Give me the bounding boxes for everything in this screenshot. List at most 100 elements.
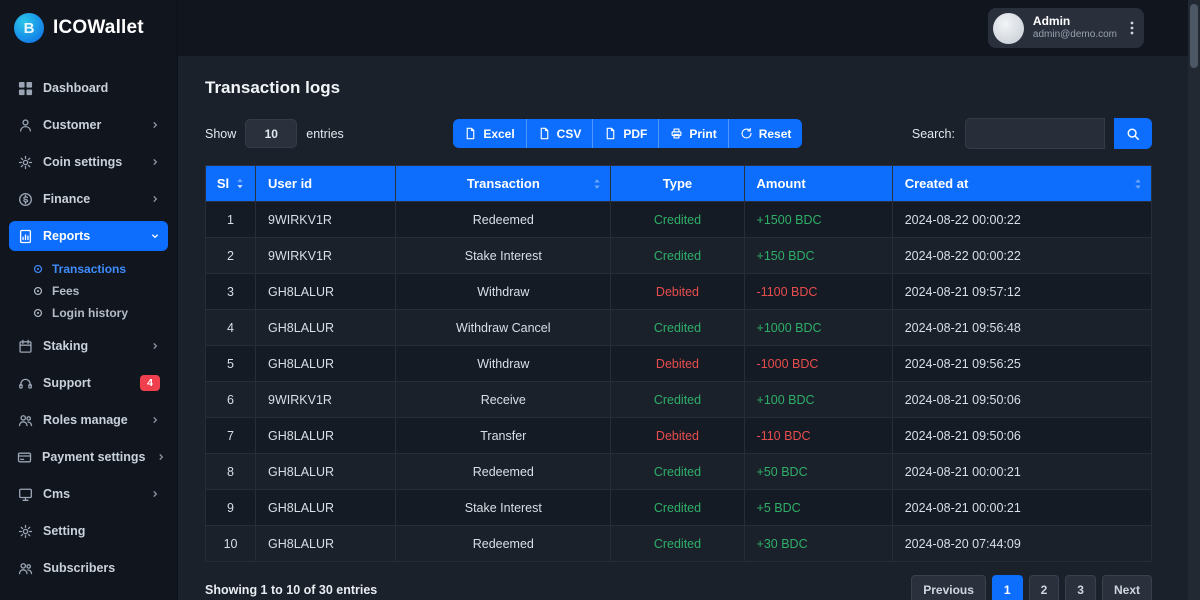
sidebar-item-label: Setting	[43, 524, 85, 538]
entries-label: entries	[306, 127, 344, 141]
avatar	[993, 13, 1024, 44]
sidebar-item-setting[interactable]: Setting	[9, 516, 168, 546]
cell-amount: +150 BDC	[744, 238, 892, 274]
header-transaction[interactable]: Transaction	[396, 166, 611, 202]
cell-transaction: Stake Interest	[396, 238, 611, 274]
sidebar-item-cms[interactable]: Cms	[9, 479, 168, 509]
cell-user-id: GH8LALUR	[256, 274, 396, 310]
header-sl[interactable]: Sl	[206, 166, 256, 202]
sidebar-subitem-transactions[interactable]: Transactions	[32, 258, 177, 280]
user-menu[interactable]: Admin admin@demo.com	[988, 8, 1144, 48]
sidebar: B ICOWallet Dashboard Customer Coin sett…	[0, 0, 178, 600]
sidebar-item-reports[interactable]: Reports	[9, 221, 168, 251]
cell-amount: +1500 BDC	[744, 202, 892, 238]
cell-type: Credited	[611, 238, 744, 274]
excel-file-icon	[464, 127, 477, 140]
csv-file-icon	[538, 127, 551, 140]
cell-amount: -110 BDC	[744, 418, 892, 454]
show-label: Show	[205, 127, 236, 141]
user-email: admin@demo.com	[1033, 29, 1117, 42]
print-button[interactable]: Print	[659, 119, 728, 148]
finance-icon	[17, 192, 33, 207]
page-size-select[interactable]: 10	[245, 119, 297, 148]
table-controls: Show 10 entries Excel CSV PDF Print	[205, 118, 1152, 149]
entries-summary: Showing 1 to 10 of 30 entries	[205, 583, 377, 597]
search-control: Search:	[912, 118, 1152, 149]
cell-user-id: 9WIRKV1R	[256, 238, 396, 274]
pagination-previous[interactable]: Previous	[911, 575, 986, 600]
table-footer: Showing 1 to 10 of 30 entries Previous 1…	[205, 575, 1152, 600]
search-input[interactable]	[965, 118, 1105, 149]
pagination-next[interactable]: Next	[1102, 575, 1152, 600]
main-content: Transaction logs Show 10 entries Excel C…	[178, 56, 1188, 600]
sidebar-item-roles-manage[interactable]: Roles manage	[9, 405, 168, 435]
coin-settings-icon	[17, 155, 33, 170]
users-icon	[17, 561, 33, 576]
cell-sl: 1	[206, 202, 256, 238]
cell-transaction: Transfer	[396, 418, 611, 454]
cell-amount: +1000 BDC	[744, 310, 892, 346]
table-row: 4 GH8LALUR Withdraw Cancel Credited +100…	[206, 310, 1152, 346]
cell-user-id: GH8LALUR	[256, 526, 396, 562]
kebab-menu-icon[interactable]	[1130, 20, 1134, 36]
table-row: 5 GH8LALUR Withdraw Debited -1000 BDC 20…	[206, 346, 1152, 382]
sidebar-item-finance[interactable]: Finance	[9, 184, 168, 214]
cell-sl: 7	[206, 418, 256, 454]
cell-transaction: Redeemed	[396, 454, 611, 490]
pdf-button[interactable]: PDF	[593, 119, 659, 148]
calendar-icon	[17, 339, 33, 354]
excel-button[interactable]: Excel	[453, 119, 526, 148]
credit-card-icon	[17, 450, 32, 465]
reset-button[interactable]: Reset	[729, 119, 803, 148]
brand-logo-icon: B	[14, 13, 44, 43]
table-row: 9 GH8LALUR Stake Interest Credited +5 BD…	[206, 490, 1152, 526]
cell-sl: 2	[206, 238, 256, 274]
sidebar-item-dashboard[interactable]: Dashboard	[9, 73, 168, 103]
sidebar-item-staking[interactable]: Staking	[9, 331, 168, 361]
sort-icon	[593, 178, 601, 189]
cell-created-at: 2024-08-22 00:00:22	[892, 202, 1151, 238]
cell-sl: 5	[206, 346, 256, 382]
scrollbar-thumb[interactable]	[1190, 4, 1198, 68]
sidebar-item-payment-settings[interactable]: Payment settings	[9, 442, 168, 472]
table-header-row: Sl User id Transaction Type Amount Creat…	[206, 166, 1152, 202]
monitor-icon	[17, 487, 33, 502]
header-amount[interactable]: Amount	[744, 166, 892, 202]
cell-sl: 10	[206, 526, 256, 562]
export-buttons: Excel CSV PDF Print Reset	[453, 119, 802, 148]
header-type[interactable]: Type	[611, 166, 744, 202]
table-row: 10 GH8LALUR Redeemed Credited +30 BDC 20…	[206, 526, 1152, 562]
cell-user-id: GH8LALUR	[256, 346, 396, 382]
cell-transaction: Withdraw	[396, 274, 611, 310]
sidebar-subitem-fees[interactable]: Fees	[32, 280, 177, 302]
cell-user-id: GH8LALUR	[256, 490, 396, 526]
sidebar-item-label: Staking	[43, 339, 88, 353]
dot-circle-icon	[32, 263, 44, 275]
sidebar-item-coin-settings[interactable]: Coin settings	[9, 147, 168, 177]
cell-created-at: 2024-08-20 07:44:09	[892, 526, 1151, 562]
pagination-page-3[interactable]: 3	[1065, 575, 1096, 600]
sidebar-item-customer[interactable]: Customer	[9, 110, 168, 140]
sidebar-item-label: Subscribers	[43, 561, 115, 575]
brand[interactable]: B ICOWallet	[0, 0, 177, 56]
cell-transaction: Stake Interest	[396, 490, 611, 526]
sidebar-subitem-login-history[interactable]: Login history	[32, 302, 177, 324]
sidebar-item-subscribers[interactable]: Subscribers	[9, 553, 168, 583]
header-created-at[interactable]: Created at	[892, 166, 1151, 202]
support-count-badge: 4	[140, 375, 160, 391]
csv-button[interactable]: CSV	[527, 119, 594, 148]
pagination-page-1[interactable]: 1	[992, 575, 1023, 600]
vertical-scrollbar[interactable]	[1188, 0, 1200, 600]
dot-circle-icon	[32, 307, 44, 319]
header-user-id[interactable]: User id	[256, 166, 396, 202]
search-button[interactable]	[1114, 118, 1152, 149]
sidebar-item-support[interactable]: Support 4	[9, 368, 168, 398]
cell-created-at: 2024-08-21 00:00:21	[892, 490, 1151, 526]
cell-type: Credited	[611, 310, 744, 346]
roles-icon	[17, 413, 33, 428]
pagination-page-2[interactable]: 2	[1029, 575, 1060, 600]
sort-icon	[1134, 178, 1142, 189]
cell-sl: 6	[206, 382, 256, 418]
cell-type: Credited	[611, 454, 744, 490]
cell-transaction: Receive	[396, 382, 611, 418]
